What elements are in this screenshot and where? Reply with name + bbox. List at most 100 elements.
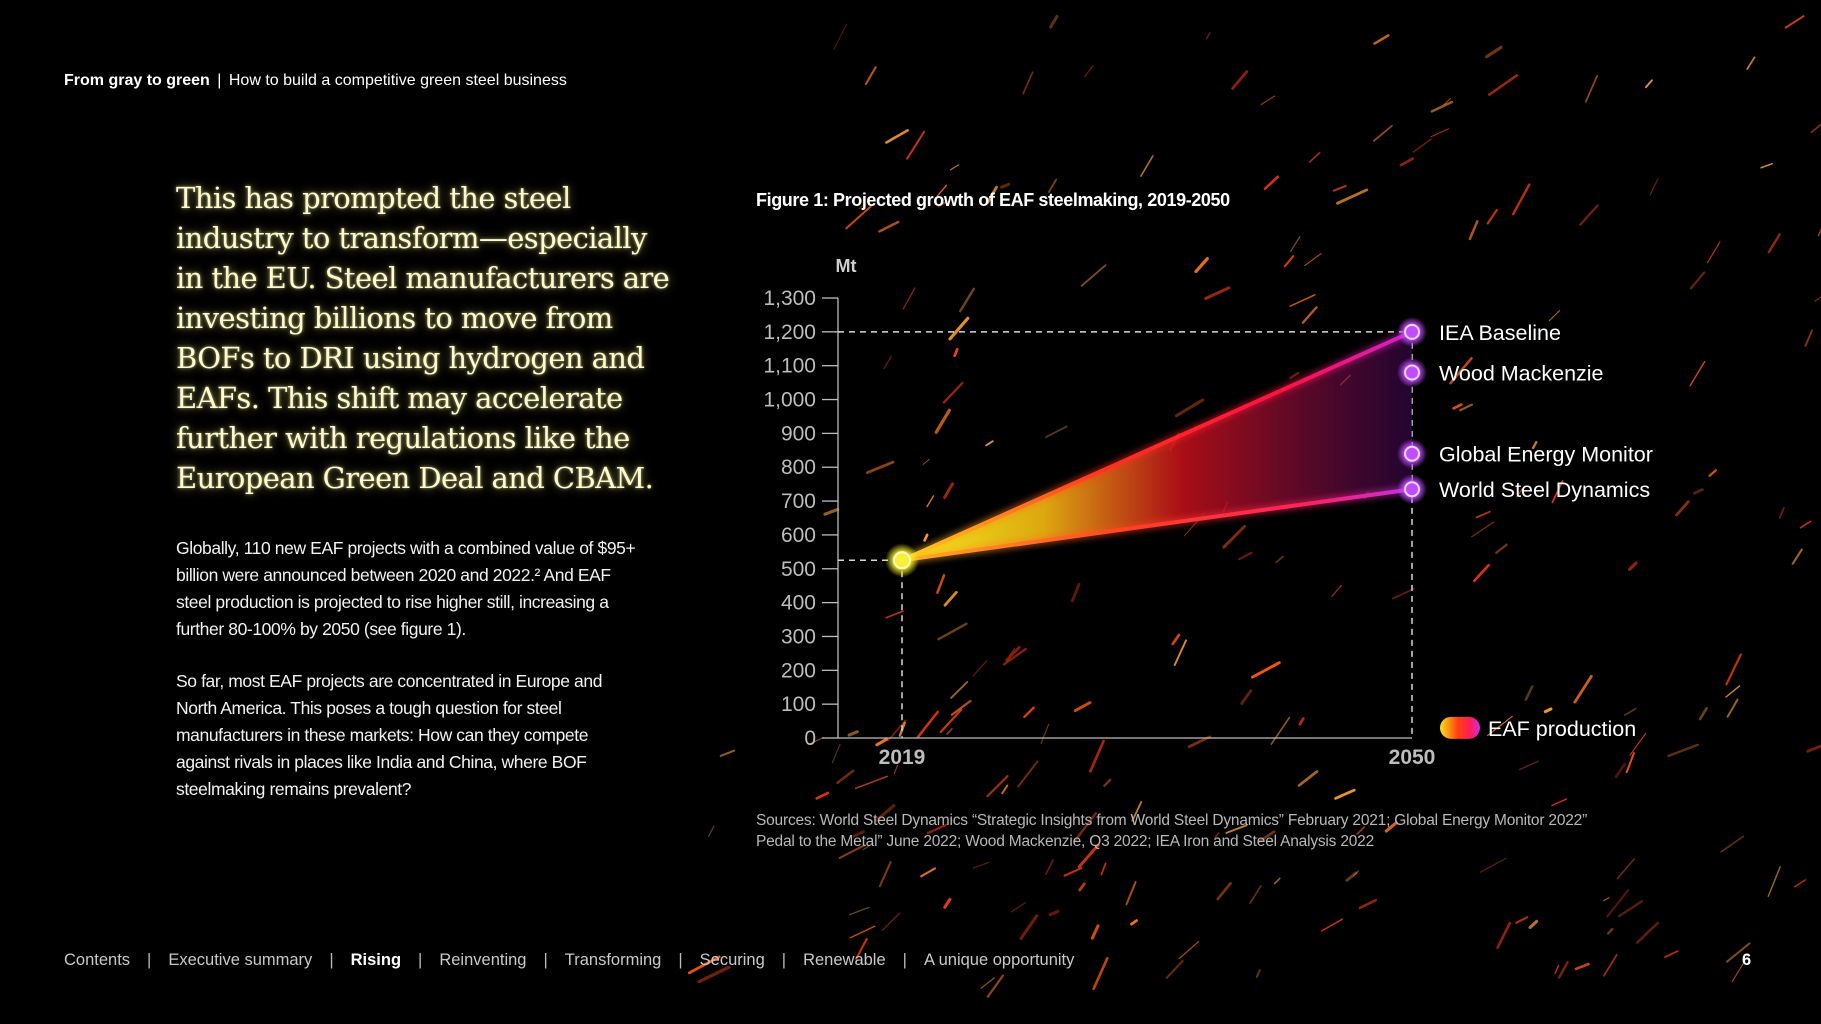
spark-streak [1689, 360, 1706, 387]
spark-streak [864, 66, 877, 86]
spark-streak [1746, 56, 1756, 70]
eaf-growth-chart: Mt 0 100 200 300 400 500 600 700 800 900 1,000 1,100… [763, 256, 1653, 769]
spark-streak [1518, 760, 1539, 771]
spark-streak [1649, 178, 1659, 196]
spark-streak [1392, 587, 1416, 600]
spark-streak [1804, 329, 1813, 347]
spark-streak [953, 347, 959, 358]
spark-streak [1443, 97, 1451, 106]
spark-streak [1551, 798, 1568, 807]
spark-streak [1238, 551, 1253, 561]
spark-streak [1573, 674, 1593, 704]
body-paragraph-2: So far, most EAF projects are concentrat… [176, 671, 603, 799]
y-tick-label: 500 [781, 558, 816, 581]
header-subtitle: How to build a competitive green steel b… [228, 72, 567, 89]
footer-nav-reinventing[interactable]: Reinventing [439, 951, 527, 969]
spark-streak [1430, 128, 1450, 138]
spark-streak [874, 803, 896, 823]
spark-streak [1693, 488, 1704, 495]
spark-streak [1548, 310, 1561, 322]
footer-nav-securing[interactable]: Securing [699, 951, 765, 969]
spark-streak [1399, 157, 1414, 167]
spark-streak [972, 861, 990, 869]
spark-streak [1625, 752, 1635, 774]
spark-streak [937, 622, 968, 641]
spark-streak [831, 743, 841, 764]
spark-streak [1078, 882, 1086, 892]
spark-streak [1173, 639, 1187, 666]
spark-streak [1479, 857, 1507, 873]
spark-streak [845, 205, 872, 230]
spark-streak [1045, 425, 1068, 438]
spark-streak [936, 184, 948, 197]
spark-streak [1485, 45, 1503, 59]
spark-streak [1257, 830, 1276, 844]
spark-streak [926, 495, 935, 508]
footer-nav-rising[interactable]: Rising [350, 951, 402, 969]
spark-streak [1475, 510, 1491, 519]
spark-streak [1664, 950, 1679, 958]
end-point-world-steel-dynamics [1404, 481, 1420, 498]
footer-nav-divider: | [147, 951, 152, 969]
spark-streak [1140, 155, 1154, 177]
series-label-global-energy-monitor: Global Energy Monitor [1439, 443, 1653, 467]
spark-streak [1627, 561, 1638, 571]
series-line-world-steel-dynamics [901, 487, 1413, 563]
spark-streak [972, 660, 988, 677]
spark-streak [815, 791, 830, 800]
spark-streak [936, 574, 946, 594]
header-separator: | [217, 72, 222, 89]
spark-streak [1524, 685, 1534, 701]
spark-streak [1488, 74, 1519, 96]
spark-streak [934, 408, 952, 434]
end-point-iea-baseline [1404, 323, 1420, 340]
body-paragraph-1: Globally, 110 new EAF projects with a co… [176, 538, 636, 639]
spark-streak [937, 201, 947, 208]
footer-nav-executive-summary[interactable]: Executive summary [168, 951, 313, 969]
footer-nav-transforming[interactable]: Transforming [564, 951, 662, 969]
spark-streak [1089, 739, 1105, 773]
spark-streak [1090, 924, 1100, 940]
spark-streak [1551, 480, 1564, 504]
spark-streak [1606, 927, 1614, 935]
spark-streak [1384, 821, 1398, 833]
y-tick-label: 600 [781, 524, 816, 547]
legend-label: EAF production [1488, 717, 1636, 741]
spark-streak [1726, 698, 1739, 718]
footer-nav-contents[interactable]: Contents [64, 951, 131, 969]
spark-streak [1618, 900, 1643, 918]
spark-streak [1275, 555, 1284, 564]
footer-nav-a-unique-opportunity[interactable]: A unique opportunity [923, 951, 1075, 969]
spark-streak [1334, 788, 1356, 800]
spark-streak [1726, 942, 1751, 963]
spark-streak [1471, 521, 1495, 538]
spark-streak [1023, 706, 1035, 719]
spark-streak [1240, 689, 1253, 705]
series-label-world-steel-dynamics: World Steel Dynamics [1439, 478, 1650, 502]
spark-streak [1048, 178, 1058, 193]
spark-streak [1511, 183, 1531, 216]
spark-streak [1806, 744, 1821, 753]
spark-streak [1574, 962, 1590, 971]
spark-streak [1332, 184, 1347, 192]
spark-streak [1002, 647, 1027, 666]
spark-streak [1814, 296, 1821, 302]
spark-streak [1373, 34, 1390, 45]
spark-streak [1614, 763, 1626, 779]
series-label-wood-mackenzie: Wood Mackenzie [1439, 361, 1604, 385]
spark-streak [836, 769, 855, 784]
spark-streak [1131, 801, 1143, 822]
footer-nav-divider: | [543, 951, 548, 969]
spark-streak [948, 316, 970, 341]
spark-streak [1063, 867, 1083, 877]
spark-streak [1214, 832, 1220, 839]
spark-streak [1516, 488, 1523, 498]
spark-streak [958, 287, 975, 313]
spark-streak [893, 764, 899, 775]
footer-nav-renewable[interactable]: Renewable [803, 951, 886, 969]
spark-streak [922, 458, 930, 465]
spark-streak [1092, 956, 1109, 991]
spark-streak [1706, 241, 1721, 264]
spark-streak [1005, 645, 1021, 662]
spark-streak [1336, 188, 1369, 205]
